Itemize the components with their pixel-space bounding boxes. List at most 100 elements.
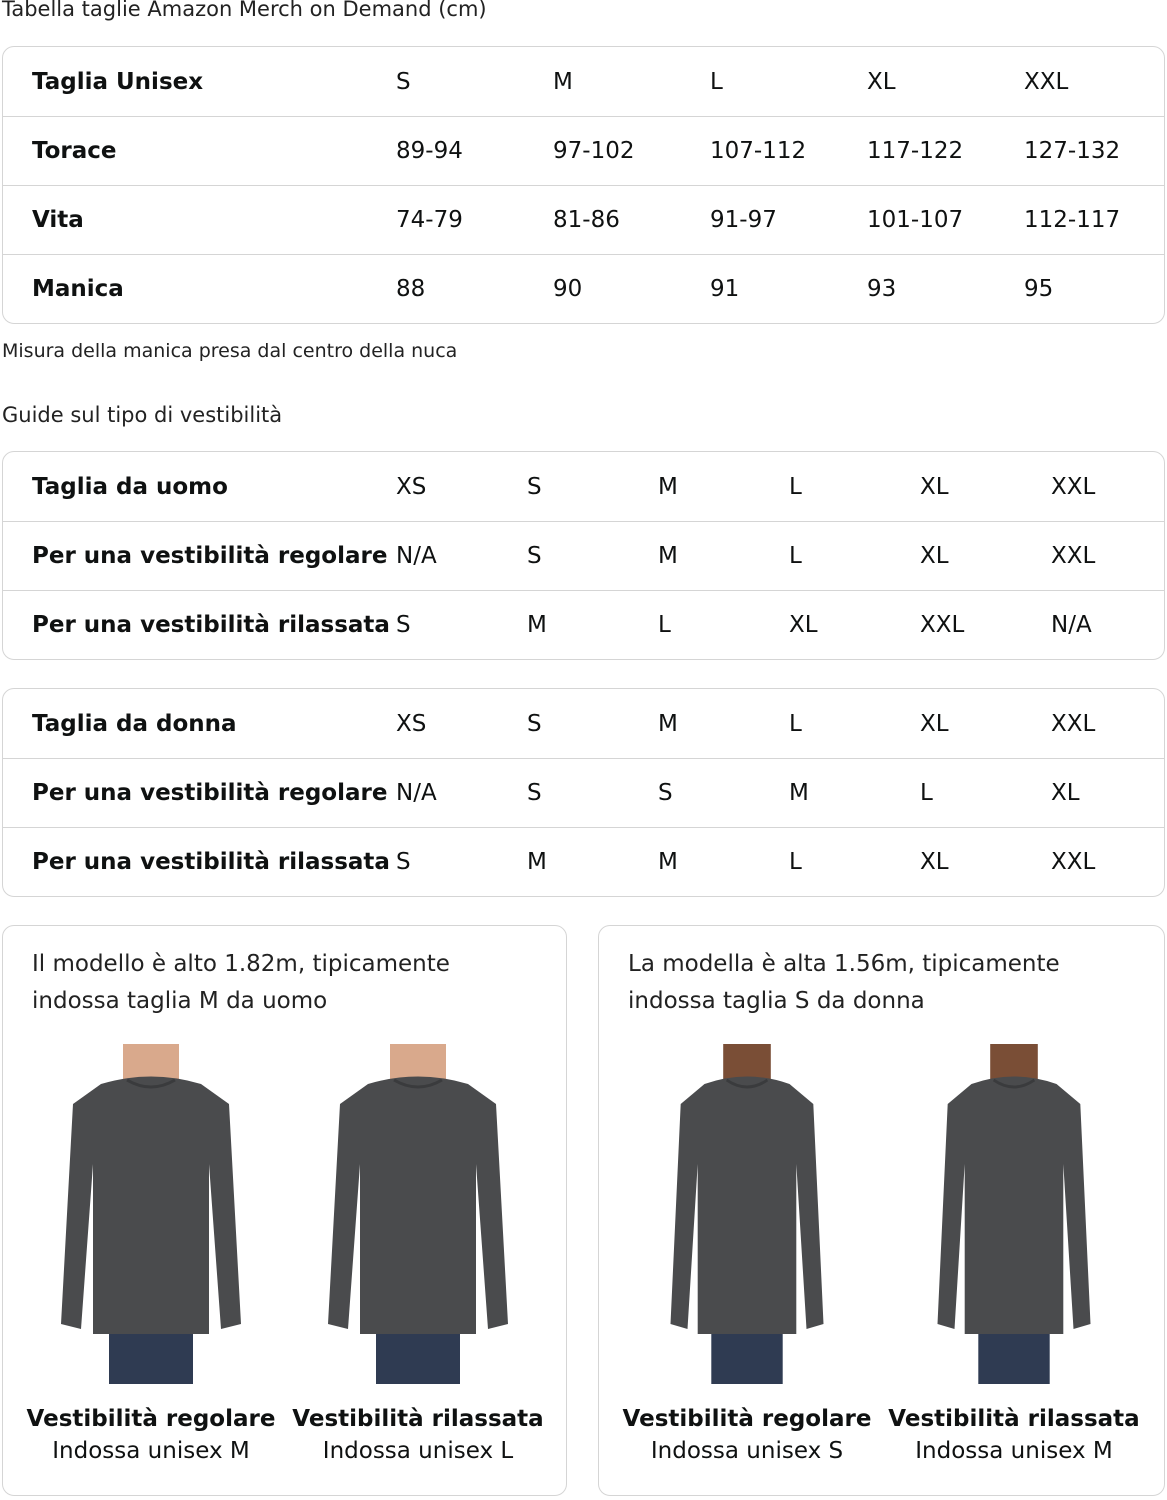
- fit-type-label: Vestibilità rilassata: [888, 1406, 1140, 1432]
- model-figure: Vestibilità regolare Indossa unisex S: [617, 1044, 877, 1464]
- male-model-photo: [61, 1044, 241, 1384]
- table-cell: XXL: [1051, 473, 1096, 500]
- table-row: Taglia Unisex S M L XL XXL: [3, 47, 1164, 116]
- table-cell: M: [527, 612, 547, 638]
- table-cell: XL: [920, 710, 949, 737]
- female-model-photo: [670, 1044, 824, 1384]
- table-cell: XL: [920, 473, 949, 500]
- table-cell: XXL: [1051, 543, 1096, 569]
- table-cell: L: [920, 780, 933, 806]
- row-label: Taglia da donna: [32, 710, 237, 737]
- men-fit-table: Taglia da uomo XS S M L XL XXL Per una vestibil…: [2, 451, 1165, 660]
- table-cell: S: [396, 612, 411, 638]
- table-cell: XXL: [920, 612, 965, 638]
- table-cell: XL: [920, 543, 949, 569]
- table-cell: M: [789, 780, 809, 806]
- table-cell: XXL: [1051, 710, 1096, 737]
- table-cell: 91: [710, 276, 740, 302]
- row-label: Per una vestibilità rilassata: [32, 849, 390, 875]
- table-cell: XL: [1051, 780, 1080, 806]
- model-caption: Il modello è alto 1.82m, tipicamente ind…: [32, 951, 450, 1014]
- table-cell: M: [658, 543, 678, 569]
- table-row: Torace 89-94 97-102 107-112 117-122 127-132: [3, 116, 1164, 185]
- table-cell: L: [658, 612, 671, 638]
- table-row: Per una vestibilità regolare N/A S S M L XL: [3, 758, 1164, 827]
- male-model-photo: [328, 1044, 508, 1384]
- table-cell: 112-117: [1024, 207, 1121, 233]
- fit-guide-title: Guide sul tipo di vestibilità: [2, 403, 283, 427]
- table-cell: S: [396, 849, 411, 875]
- table-cell: S: [396, 68, 411, 95]
- table-cell: N/A: [396, 780, 437, 806]
- table-cell: L: [710, 68, 723, 95]
- table-cell: N/A: [396, 543, 437, 569]
- row-label: Manica: [32, 276, 124, 302]
- row-label: Taglia da uomo: [32, 473, 228, 500]
- fit-type-label: Vestibilità rilassata: [292, 1406, 544, 1432]
- table-cell: M: [658, 710, 678, 737]
- table-row: Taglia da uomo XS S M L XL XXL: [3, 452, 1164, 521]
- wears-size-label: Indossa unisex S: [650, 1438, 844, 1464]
- model-figure: Vestibilità regolare Indossa unisex M: [21, 1044, 281, 1464]
- table-cell: L: [789, 473, 802, 500]
- row-label: Per una vestibilità regolare: [32, 543, 388, 569]
- model-caption: La modella è alta 1.56m, tipicamente ind…: [628, 951, 1060, 1014]
- row-label: Per una vestibilità rilassata: [32, 612, 390, 638]
- table-cell: L: [789, 849, 802, 875]
- table-cell: XL: [789, 612, 818, 638]
- sleeve-note: Misura della manica presa dal centro del…: [2, 340, 458, 362]
- unisex-size-table: Taglia Unisex S M L XL XXL Torace 89-94 97-102 10…: [2, 46, 1165, 324]
- size-chart-title: Tabella taglie Amazon Merch on Demand (c…: [2, 0, 487, 21]
- wears-size-label: Indossa unisex M: [52, 1438, 250, 1464]
- wears-size-label: Indossa unisex M: [915, 1438, 1113, 1464]
- table-row: Per una vestibilità rilassata S M M L XL XXL: [3, 827, 1164, 896]
- table-cell: XL: [867, 68, 896, 95]
- row-label: Vita: [32, 207, 84, 233]
- table-cell: L: [789, 543, 802, 569]
- table-cell: 88: [396, 276, 426, 302]
- table-row: Taglia da donna XS S M L XL XXL: [3, 689, 1164, 758]
- table-cell: 89-94: [396, 138, 463, 164]
- table-cell: S: [527, 473, 542, 500]
- table-cell: S: [658, 780, 673, 806]
- table-cell: 90: [553, 276, 583, 302]
- table-cell: 81-86: [553, 207, 620, 233]
- row-label: Taglia Unisex: [32, 68, 204, 95]
- fit-type-label: Vestibilità regolare: [26, 1406, 276, 1432]
- table-cell: 95: [1024, 276, 1054, 302]
- table-cell: S: [527, 543, 542, 569]
- model-figure: Vestibilità rilassata Indossa unisex M: [884, 1044, 1144, 1464]
- table-row: Per una vestibilità rilassata S M L XL XXL N/A: [3, 590, 1164, 659]
- table-cell: S: [527, 780, 542, 806]
- fit-type-label: Vestibilità regolare: [622, 1406, 872, 1432]
- table-cell: M: [527, 849, 547, 875]
- table-cell: 97-102: [553, 138, 635, 164]
- model-figure: Vestibilità rilassata Indossa unisex L: [288, 1044, 548, 1464]
- table-cell: XXL: [1024, 68, 1069, 95]
- table-row: Vita 74-79 81-86 91-97 101-107 112-117: [3, 185, 1164, 254]
- table-cell: XS: [396, 473, 427, 500]
- wears-size-label: Indossa unisex L: [322, 1438, 514, 1464]
- female-model-photo: [937, 1044, 1091, 1384]
- table-cell: M: [658, 849, 678, 875]
- table-cell: 127-132: [1024, 138, 1121, 164]
- table-cell: 101-107: [867, 207, 964, 233]
- table-cell: M: [658, 473, 678, 500]
- table-cell: 107-112: [710, 138, 807, 164]
- table-cell: N/A: [1051, 612, 1092, 638]
- women-fit-table: Taglia da donna XS S M L XL XXL Per una vestibi…: [2, 688, 1165, 897]
- table-row: Per una vestibilità regolare N/A S M L XL XXL: [3, 521, 1164, 590]
- row-label: Per una vestibilità regolare: [32, 780, 388, 806]
- female-model-card: La modella è alta 1.56m, tipicamente ind…: [598, 925, 1165, 1496]
- male-model-card: Il modello è alto 1.82m, tipicamente ind…: [2, 925, 567, 1496]
- table-row: Manica 88 90 91 93 95: [3, 254, 1164, 323]
- table-cell: 91-97: [710, 207, 777, 233]
- table-cell: XS: [396, 710, 427, 737]
- table-cell: L: [789, 710, 802, 737]
- table-cell: S: [527, 710, 542, 737]
- table-cell: XXL: [1051, 849, 1096, 875]
- table-cell: 74-79: [396, 207, 463, 233]
- row-label: Torace: [32, 138, 117, 164]
- table-cell: M: [553, 68, 573, 95]
- table-cell: XL: [920, 849, 949, 875]
